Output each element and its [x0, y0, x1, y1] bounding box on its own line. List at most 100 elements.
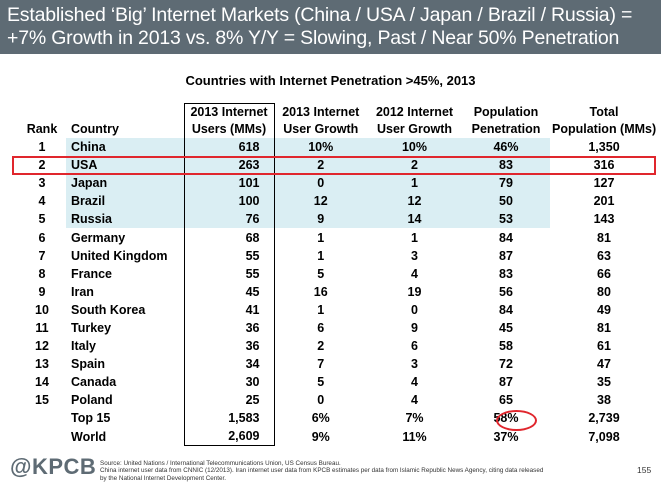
table-row: 6 Germany 68 1 1 84 81 — [18, 228, 658, 247]
growth-2013-cell: 2 — [317, 339, 325, 354]
users-cell: 263 — [183, 156, 275, 175]
country-cell: China — [66, 138, 184, 157]
users-cell: 36 — [183, 318, 275, 338]
rank-cell: 9 — [38, 284, 46, 299]
table-title: Countries with Internet Penetration >45%… — [185, 73, 476, 88]
country-cell: Japan — [66, 174, 184, 193]
rank-cell: 3 — [38, 176, 46, 191]
growth-2013-cell: 5 — [317, 375, 325, 390]
growth-2013-cell: 0 — [274, 174, 367, 193]
penetration-cell: 65 — [499, 393, 513, 408]
users-cell: 101 — [183, 174, 275, 193]
table-row: 12 Italy 36 2 6 58 61 — [18, 337, 658, 356]
population-cell: 66 — [597, 266, 611, 281]
growth-2013-cell: 6 — [317, 320, 325, 335]
rank-cell: 6 — [38, 230, 46, 245]
rank-cell: 1 — [38, 140, 46, 155]
penetration-cell: 72 — [499, 357, 513, 372]
penetration-cell: 84 — [499, 230, 513, 245]
total-row: Top 15 1,583 6% 7% 58% 2,739 — [18, 409, 658, 428]
penetration-cell: 58 — [499, 339, 513, 354]
table-row: 1 China 618 10% 10% 46% 1,350 — [18, 138, 658, 157]
users-cell: 55 — [183, 264, 275, 283]
growth-2013-cell: 9% — [311, 429, 330, 444]
kpcb-logo: @KPCB — [10, 454, 97, 479]
growth-2012-cell: 10% — [367, 138, 462, 157]
country-cell: Spain — [71, 357, 106, 372]
country-cell: Canada — [71, 375, 117, 390]
footnote-line-3: by the National Internet Development Cen… — [100, 474, 227, 482]
growth-2013-cell: 0 — [317, 393, 325, 408]
total-row: World 2,609 9% 11% 37% 7,098 — [18, 427, 658, 447]
population-cell: 127 — [593, 176, 615, 191]
growth-2013-cell: 2 — [274, 156, 367, 175]
growth-2013-cell: 16 — [313, 284, 328, 299]
table-row: 3 Japan 101 0 1 79 127 — [18, 174, 658, 193]
population-cell: 81 — [597, 230, 611, 245]
growth-2012-cell: 9 — [411, 320, 418, 335]
penetration-cell: 50 — [462, 192, 550, 211]
population-cell: 61 — [597, 339, 611, 354]
rank-cell: 7 — [38, 248, 46, 263]
users-cell: 618 — [183, 138, 275, 157]
users-cell: 100 — [183, 192, 275, 211]
growth-2012-cell: 3 — [411, 357, 418, 372]
population-cell: 201 — [593, 194, 615, 209]
country-cell: Poland — [71, 393, 113, 408]
table-row: 13 Spain 34 7 3 72 47 — [18, 355, 658, 374]
country-cell: Russia — [66, 210, 184, 229]
title-banner: Established ‘Big’ Internet Markets (Chin… — [0, 0, 661, 54]
penetration-cell: 45 — [499, 320, 513, 335]
table-row: 7 United Kingdom 55 1 3 87 63 — [18, 246, 658, 265]
growth-2012-cell: 4 — [411, 393, 418, 408]
table-row: 5 Russia 76 9 14 53 143 — [18, 210, 658, 229]
growth-2012-cell: 6 — [411, 339, 418, 354]
rank-cell: 8 — [38, 266, 46, 281]
table-row: 8 France 55 5 4 83 66 — [18, 264, 658, 283]
country-cell: Turkey — [71, 320, 112, 335]
population-cell: 63 — [597, 248, 611, 263]
table-row: 9 Iran 45 16 19 56 80 — [18, 282, 658, 301]
source-footnote: Source: United Nations / International T… — [100, 460, 620, 482]
growth-2013-cell: 12 — [274, 192, 367, 211]
rank-cell: 15 — [35, 393, 49, 408]
users-cell: 34 — [183, 355, 275, 374]
growth-2012-cell: 4 — [411, 266, 418, 281]
growth-2013-cell: 1 — [317, 248, 325, 263]
population-cell: 80 — [597, 284, 611, 299]
penetration-cell: 84 — [499, 302, 513, 317]
growth-2013-cell: 1 — [317, 230, 325, 245]
growth-2012-cell: 2 — [367, 156, 462, 175]
growth-2013-cell: 6% — [311, 411, 330, 426]
rank-cell: 5 — [38, 212, 46, 227]
rank-cell: 13 — [35, 357, 49, 372]
users-cell: 68 — [183, 228, 275, 247]
slide-title-line-2: +7% Growth in 2013 vs. 8% Y/Y = Slowing,… — [7, 27, 620, 49]
penetration-cell: 83 — [499, 266, 513, 281]
page-number: 155 — [637, 465, 652, 475]
users-cell: 1,583 — [183, 409, 275, 428]
users-cell: 25 — [183, 391, 275, 410]
rank-cell: 10 — [35, 302, 49, 317]
rank-cell: 11 — [35, 320, 49, 335]
penetration-cell: 58% — [493, 411, 519, 426]
slide-title-line-1: Established ‘Big’ Internet Markets (Chin… — [7, 4, 633, 26]
growth-2013-cell: 1 — [317, 302, 325, 317]
users-cell: 41 — [183, 300, 275, 319]
total-label-cell: World — [71, 429, 107, 444]
growth-2012-cell: 12 — [367, 192, 462, 211]
rank-cell: 12 — [35, 339, 49, 354]
users-cell: 2,609 — [183, 427, 275, 447]
penetration-cell: 87 — [499, 248, 513, 263]
growth-2012-cell: 11% — [402, 429, 427, 444]
users-cell: 30 — [183, 373, 275, 392]
users-cell: 45 — [183, 282, 275, 301]
col-header-population: Total Population (MMs) — [552, 105, 657, 136]
col-header-growth-2012: 2012 Internet User Growth — [375, 105, 454, 136]
population-cell: 81 — [597, 320, 611, 335]
growth-2013-cell: 5 — [317, 266, 325, 281]
internet-markets-table: Rank Country 2013 Internet Users (MMs) 20… — [18, 103, 659, 447]
population-cell: 143 — [593, 212, 615, 227]
rank-cell: 4 — [38, 194, 46, 209]
rank-cell — [18, 409, 66, 427]
